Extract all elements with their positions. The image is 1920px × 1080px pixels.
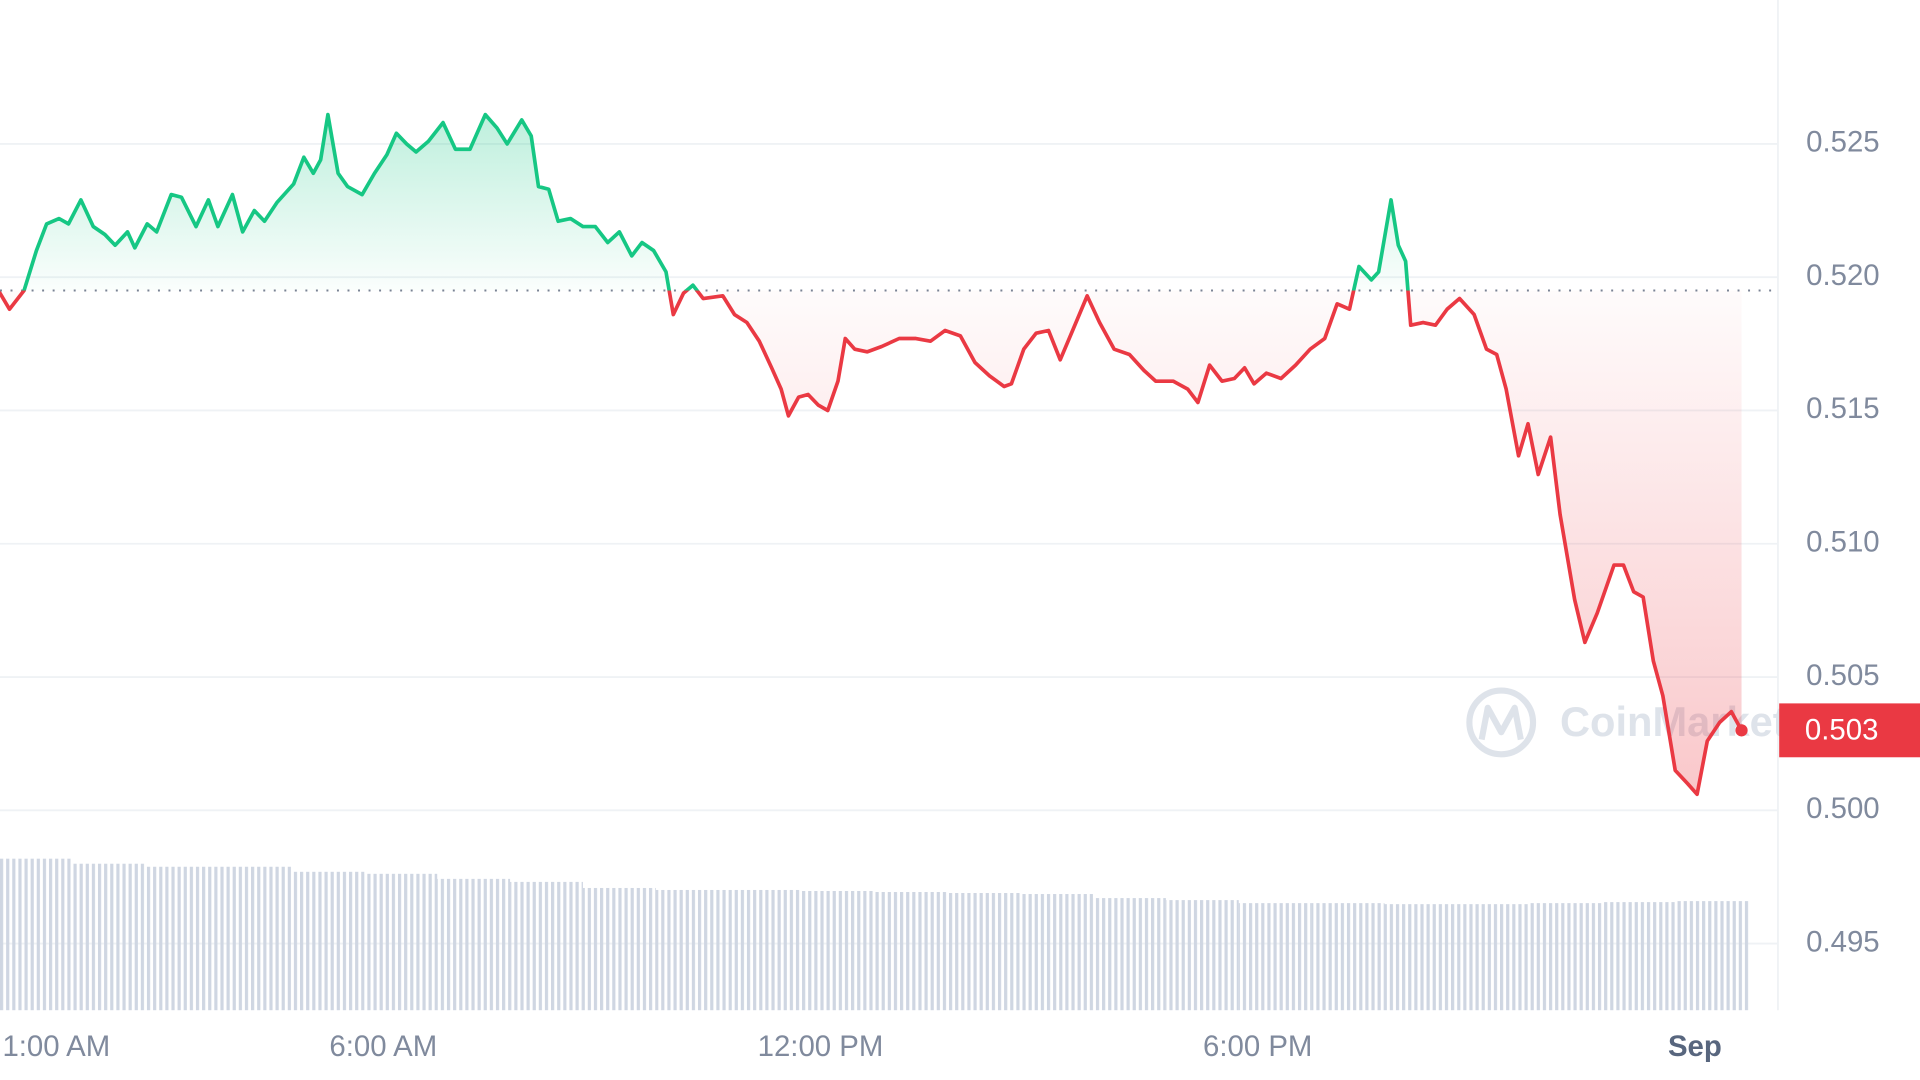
volume-bar — [437, 878, 511, 1011]
volume-bar — [1530, 903, 1604, 1011]
y-tick-label: 0.500 — [1806, 792, 1880, 825]
volume-bar — [1238, 903, 1312, 1011]
volume-bar — [1311, 903, 1385, 1011]
volume-bar — [1165, 900, 1239, 1011]
watermark-logo-mark — [1478, 704, 1524, 741]
price-tag — [1779, 703, 1920, 758]
volume-bar — [364, 873, 438, 1011]
volume-bar — [1093, 898, 1166, 1011]
volume-bar — [947, 893, 1021, 1011]
x-tick-label: Sep — [1668, 1030, 1722, 1063]
volume-bar — [0, 858, 73, 1011]
x-tick-label: 1:00 AM — [2, 1030, 110, 1063]
y-tick-label: 0.520 — [1806, 259, 1880, 292]
volume-bar — [510, 881, 583, 1011]
price-area — [0, 114, 1742, 795]
y-tick-label: 0.495 — [1806, 925, 1880, 958]
price-line — [0, 112, 1744, 797]
volume-bar — [655, 889, 729, 1011]
watermark-logo — [1466, 687, 1537, 758]
volume-bar — [874, 892, 948, 1011]
volume-bar — [145, 866, 219, 1011]
volume-bar — [728, 889, 802, 1011]
price-tag-label: 0.503 — [1805, 713, 1879, 746]
volume-bar — [1457, 904, 1531, 1011]
volume-bar — [582, 887, 656, 1011]
volume-bar — [72, 863, 146, 1011]
last-point — [1735, 724, 1748, 737]
x-tick-label: 6:00 AM — [329, 1030, 437, 1063]
volume-bar — [291, 871, 365, 1011]
volume-bar — [801, 891, 875, 1011]
volume-bar — [218, 866, 292, 1011]
volume-bar — [1675, 901, 1749, 1011]
x-tick-label: 12:00 PM — [758, 1030, 884, 1063]
y-tick-label: 0.515 — [1806, 392, 1880, 425]
y-tick-label: 0.525 — [1806, 126, 1880, 159]
x-tick-label: 6:00 PM — [1203, 1030, 1312, 1063]
volume-bar — [1020, 894, 1094, 1011]
y-tick-label: 0.505 — [1806, 659, 1880, 692]
volume-bar — [1384, 904, 1458, 1011]
y-tick-label: 0.510 — [1806, 526, 1880, 559]
volume-bar — [1603, 902, 1676, 1011]
